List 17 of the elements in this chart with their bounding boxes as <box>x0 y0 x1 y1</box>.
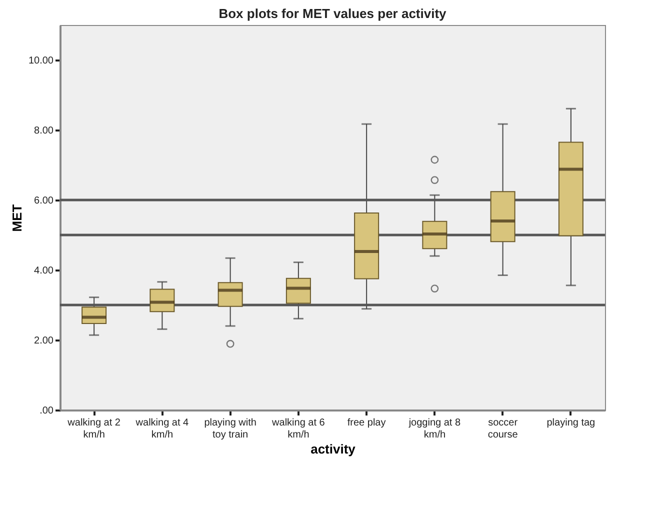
y-tick-label: 10.00 <box>28 56 54 66</box>
x-tick-label: playing with toy train <box>204 418 256 440</box>
x-tick-label: free play <box>347 418 386 428</box>
x-axis-title: activity <box>310 442 356 456</box>
y-tick-label: 4.00 <box>34 266 54 276</box>
x-tick-label: walking at 2 km/h <box>66 418 121 440</box>
y-axis-title: MET <box>9 204 24 232</box>
y-tick-label: 6.00 <box>34 196 54 206</box>
x-tick-label: walking at 4 km/h <box>134 418 190 440</box>
x-tick-label: playing tag <box>546 418 596 428</box>
chart-title: Box plots for MET values per activity <box>218 6 448 21</box>
x-tick-label: soccer course <box>488 418 518 440</box>
y-tick-label: 8.00 <box>34 126 54 136</box>
x-tick-label: jogging at 8 km/h <box>408 418 461 440</box>
y-tick-label: .00 <box>40 406 54 416</box>
y-tick-label: 2.00 <box>34 336 54 346</box>
x-tick-label: walking at 6 km/h <box>271 418 326 440</box>
